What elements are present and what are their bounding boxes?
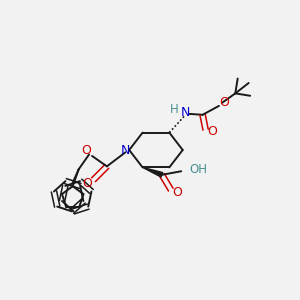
Text: H: H bbox=[170, 103, 179, 116]
Text: OH: OH bbox=[190, 163, 208, 176]
Text: N: N bbox=[181, 106, 190, 119]
Text: O: O bbox=[172, 185, 182, 199]
Text: O: O bbox=[82, 177, 92, 190]
Text: O: O bbox=[207, 124, 217, 138]
Text: N: N bbox=[121, 143, 130, 157]
Text: O: O bbox=[81, 144, 91, 158]
Text: O: O bbox=[219, 96, 229, 109]
Polygon shape bbox=[142, 167, 163, 177]
